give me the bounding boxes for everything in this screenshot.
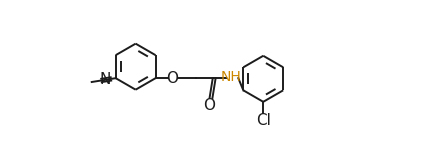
Text: Cl: Cl (256, 112, 271, 128)
Text: O: O (204, 98, 216, 112)
Text: N: N (99, 72, 111, 87)
Text: O: O (166, 71, 178, 86)
Text: NH: NH (221, 70, 242, 84)
